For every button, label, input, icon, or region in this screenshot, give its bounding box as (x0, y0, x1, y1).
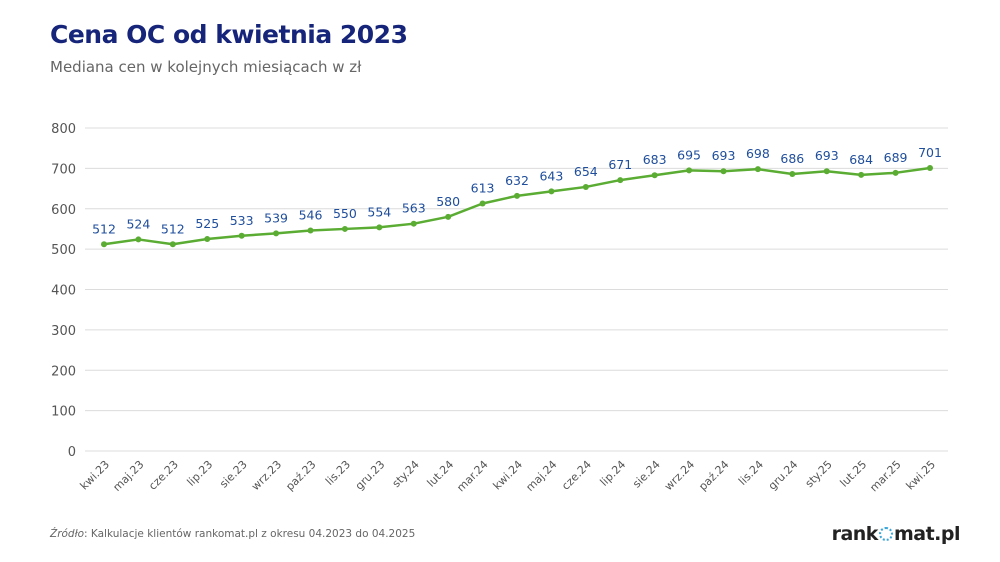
x-tick-label: paź.23 (283, 458, 318, 493)
data-point (341, 225, 348, 232)
data-point (445, 213, 452, 220)
data-point (479, 200, 486, 207)
x-tick-label: lip.24 (598, 458, 629, 489)
data-label: 684 (849, 152, 873, 167)
data-point (410, 220, 417, 227)
x-tick-label: cze.24 (559, 458, 594, 493)
data-point (101, 241, 107, 248)
data-label: 512 (92, 221, 116, 236)
x-tick-label: lis.24 (736, 458, 766, 488)
data-label: 698 (746, 146, 770, 161)
data-label: 643 (539, 168, 563, 183)
x-tick-label: gru.23 (353, 458, 388, 493)
data-point (892, 169, 899, 176)
logo-text-left: rank (831, 523, 879, 545)
y-tick-label: 600 (51, 203, 76, 218)
y-tick-label: 300 (51, 324, 76, 339)
logo-text-right: mat.pl (893, 523, 961, 545)
data-point (789, 171, 796, 178)
x-tick-label: kwi.23 (78, 458, 113, 493)
data-label: 533 (230, 213, 254, 228)
data-point (169, 241, 176, 248)
data-label: 701 (918, 145, 942, 160)
data-point (273, 230, 280, 237)
data-label: 686 (780, 151, 804, 166)
source-label: Źródło (50, 528, 85, 540)
data-label: 525 (195, 216, 219, 231)
chart-title: Cena OC od kwietnia 2023 (50, 20, 408, 49)
data-point (376, 224, 383, 231)
data-label: 613 (471, 181, 495, 196)
data-point (858, 171, 865, 178)
data-label: 550 (333, 206, 357, 221)
x-tick-label: maj.24 (523, 458, 559, 494)
data-label: 563 (402, 201, 426, 216)
x-tick-label: sty.24 (390, 458, 422, 490)
x-tick-label: lis.23 (323, 458, 353, 488)
x-tick-label: lut.24 (425, 458, 457, 490)
source-note: Źródło: Kalkulacje klientów rankomat.pl … (50, 528, 415, 540)
data-label: 524 (126, 216, 150, 231)
x-tick-label: gru.24 (766, 458, 801, 493)
data-label: 632 (505, 173, 529, 188)
data-label: 689 (884, 150, 908, 165)
x-tick-label: wrz.23 (249, 458, 284, 493)
data-point (720, 168, 727, 175)
data-label: 683 (643, 152, 667, 167)
x-tick-label: sie.24 (630, 458, 663, 491)
data-label: 693 (815, 148, 839, 163)
data-label: 671 (608, 157, 632, 172)
y-tick-label: 500 (51, 243, 76, 258)
data-point (307, 227, 314, 234)
x-tick-label: kwi.25 (904, 458, 939, 493)
data-point (514, 192, 520, 199)
data-point (204, 236, 211, 243)
x-tick-label: mar.24 (454, 458, 490, 494)
data-point (651, 172, 658, 179)
x-tick-label: sie.23 (217, 458, 250, 491)
data-point (617, 177, 624, 184)
logo-ring-icon (878, 527, 893, 541)
x-tick-label: cze.23 (146, 458, 181, 493)
y-tick-label: 0 (68, 445, 76, 460)
data-label: 580 (436, 194, 460, 209)
data-point (754, 166, 761, 173)
x-tick-label: paź.24 (696, 458, 731, 493)
data-point (135, 236, 142, 243)
data-label: 693 (712, 148, 736, 163)
source-text: : Kalkulacje klientów rankomat.pl z okre… (84, 528, 416, 540)
y-tick-label: 100 (51, 405, 76, 420)
data-label: 654 (574, 164, 598, 179)
data-point (582, 183, 589, 190)
x-tick-label: kwi.24 (491, 458, 526, 493)
data-point (823, 168, 830, 175)
data-point (238, 232, 245, 239)
data-point (548, 188, 555, 195)
x-tick-label: maj.23 (110, 458, 146, 494)
rankomat-logo: rank mat.pl (831, 523, 961, 545)
data-label: 539 (264, 210, 288, 225)
data-label: 695 (677, 147, 701, 162)
y-tick-label: 800 (51, 122, 76, 137)
data-label: 546 (299, 208, 323, 223)
y-tick-label: 200 (51, 364, 76, 379)
x-tick-label: wrz.24 (662, 458, 697, 493)
x-tick-label: sty.25 (803, 458, 835, 490)
y-tick-label: 400 (51, 284, 76, 299)
data-point (927, 164, 933, 171)
x-tick-label: lut.25 (838, 458, 870, 490)
x-tick-label: lip.23 (185, 458, 216, 489)
data-point (686, 167, 693, 174)
data-label: 554 (367, 204, 391, 219)
x-tick-label: mar.25 (867, 458, 903, 494)
y-tick-label: 700 (51, 162, 76, 177)
chart-subtitle: Mediana cen w kolejnych miesiącach w zł (50, 58, 362, 76)
data-label: 512 (161, 221, 185, 236)
